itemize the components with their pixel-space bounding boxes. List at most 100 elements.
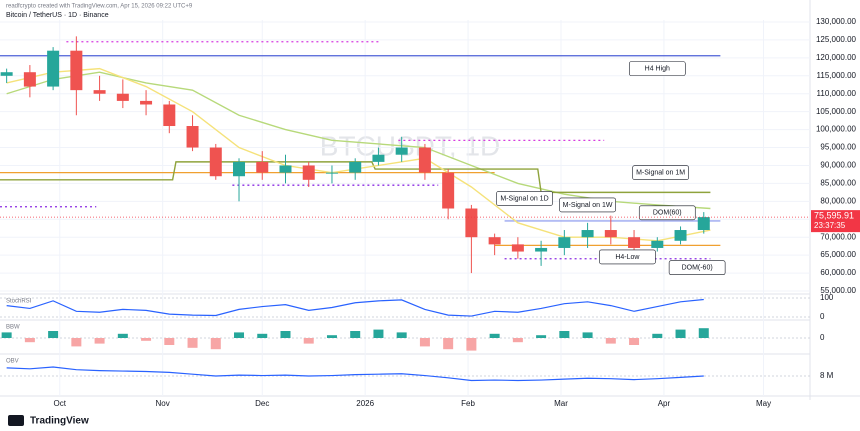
- y-tick-label: 80,000.00: [820, 196, 856, 205]
- candle-body: [628, 237, 641, 248]
- candle-body: [186, 126, 199, 148]
- histogram-bar: [117, 333, 128, 338]
- histogram-bar: [1, 332, 12, 338]
- candle-body: [70, 50, 83, 91]
- y-tick-label: 85,000.00: [820, 179, 856, 188]
- annotation-box: [559, 197, 616, 213]
- histogram-bar: [257, 333, 268, 338]
- histogram-bar: [512, 338, 523, 343]
- candle-body: [47, 50, 60, 87]
- y-tick-label: 95,000.00: [820, 143, 856, 152]
- chart-title: Bitcoin / TetherUS · 1D · Binance: [6, 12, 109, 19]
- last-price-label: 75,595.91: [814, 211, 854, 221]
- histogram-bar: [164, 338, 175, 345]
- y-tick-label: 65,000.00: [820, 250, 856, 259]
- brand-logo: [8, 415, 24, 426]
- y-tick-label: 120,000.00: [816, 53, 857, 62]
- last-price-box: [811, 210, 860, 233]
- histogram-bar: [419, 338, 430, 347]
- annotation-box: [628, 61, 686, 76]
- histogram-bar: [48, 331, 59, 338]
- x-tick-label: Oct: [54, 399, 67, 408]
- candle-body: [651, 240, 664, 248]
- y-tick-label: 130,000.00: [816, 17, 857, 26]
- x-tick-label: Dec: [255, 399, 269, 408]
- y-tick-label: 70,000.00: [820, 232, 856, 241]
- y-tick-label: 100: [820, 293, 834, 302]
- candle-body: [697, 217, 710, 231]
- annotation: M-Signal on 1D: [500, 195, 548, 202]
- candle-body: [558, 237, 571, 248]
- candle-body: [604, 230, 617, 238]
- candle-body: [581, 230, 594, 238]
- y-tick-label: 110,000.00: [817, 89, 857, 98]
- candle-body: [442, 172, 455, 209]
- histogram-bar: [234, 332, 245, 338]
- annotation: H4-Low: [615, 254, 640, 261]
- y-tick-label: 115,000.00: [817, 71, 857, 80]
- annotation-box: [638, 205, 696, 221]
- y-tick-label: 60,000.00: [820, 268, 856, 277]
- histogram-bar: [559, 331, 570, 338]
- pane-label: BBW: [6, 325, 20, 331]
- pane-label: StochRSI: [6, 299, 32, 305]
- candle-body: [23, 72, 36, 87]
- candle-body: [349, 161, 362, 173]
- candle-body: [372, 154, 385, 162]
- annotation: M-Signal on 1W: [563, 202, 613, 209]
- candle-body: [488, 237, 501, 245]
- candle-body: [511, 244, 524, 252]
- histogram-bar: [350, 331, 361, 338]
- histogram-bar: [629, 338, 640, 345]
- obv-line: [6, 366, 704, 382]
- histogram-bar: [605, 338, 616, 344]
- histogram-bar: [71, 338, 82, 347]
- countdown: 23:37:35: [814, 221, 846, 230]
- histogram-bar: [326, 335, 337, 338]
- stoch-line: [6, 298, 704, 317]
- histogram-bar: [698, 328, 709, 338]
- x-tick-label: 2026: [356, 399, 374, 408]
- annotation: DOM(60): [653, 210, 682, 217]
- histogram-bar: [94, 338, 105, 344]
- histogram-bar: [141, 338, 152, 341]
- y-tick-label: 0: [820, 333, 825, 342]
- histogram-bar: [210, 338, 221, 350]
- candle-body: [535, 247, 548, 252]
- histogram-bar: [536, 335, 547, 338]
- histogram-bar: [466, 338, 477, 351]
- y-tick-label: 105,000.00: [816, 107, 857, 116]
- annotation: M-Signal on 1M: [636, 169, 685, 176]
- annotation-box: [632, 165, 689, 180]
- histogram-bar: [24, 338, 35, 343]
- candle-body: [302, 165, 315, 180]
- candle-body: [93, 90, 106, 94]
- candle-body: [140, 100, 153, 105]
- annotation-box: [496, 191, 553, 206]
- histogram-bar: [675, 329, 686, 338]
- y-tick-label: 0: [820, 312, 825, 321]
- annotation-box: [668, 260, 726, 275]
- candle-body: [418, 147, 431, 173]
- histogram-bar: [652, 333, 663, 338]
- candle-body: [256, 161, 269, 173]
- candle-body: [395, 147, 408, 155]
- histogram-bar: [187, 338, 198, 348]
- x-tick-label: Mar: [554, 399, 568, 408]
- annotation: H4 High: [645, 65, 670, 72]
- candle-body: [0, 72, 13, 76]
- candle-body: [163, 104, 176, 127]
- signal-line: [0, 161, 711, 194]
- candle-body: [209, 147, 222, 177]
- x-tick-label: Feb: [461, 399, 475, 408]
- histogram-bar: [280, 331, 291, 338]
- annotation-box: [599, 249, 656, 265]
- histogram-bar: [582, 332, 593, 338]
- y-tick-label: 90,000.00: [820, 161, 856, 170]
- candle-body: [279, 165, 292, 173]
- subtitle: readfcrypto created with TradingView.com…: [6, 4, 193, 10]
- candle-body: [233, 161, 246, 177]
- histogram-bar: [373, 329, 384, 338]
